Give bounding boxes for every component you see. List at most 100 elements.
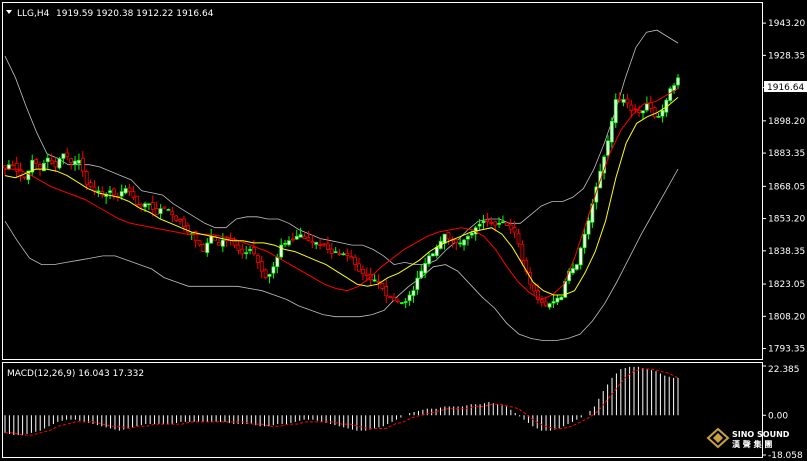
candle — [228, 232, 233, 246]
candle — [438, 236, 443, 250]
candle — [329, 243, 334, 259]
candle — [485, 212, 490, 227]
candle — [80, 150, 85, 177]
candle — [582, 228, 587, 254]
candle — [396, 297, 400, 304]
candle — [135, 195, 140, 207]
candle — [392, 293, 396, 302]
price-tick-label: 1883.35 — [768, 149, 805, 159]
candle — [310, 234, 315, 249]
candle — [174, 214, 179, 222]
candle — [613, 93, 618, 128]
ma-slow-line — [5, 88, 679, 300]
candle — [337, 248, 342, 256]
candle — [322, 243, 326, 248]
candle — [158, 204, 163, 220]
candle — [539, 295, 544, 307]
candle — [403, 297, 408, 309]
candle — [399, 302, 404, 305]
candle — [139, 202, 144, 212]
candle — [166, 208, 171, 211]
candle — [407, 291, 412, 306]
price-tick-label: 1853.20 — [768, 215, 805, 225]
candle — [248, 246, 252, 255]
candle — [267, 273, 272, 284]
price-panel-frame — [2, 2, 763, 360]
candle — [501, 215, 505, 224]
candle — [205, 238, 210, 257]
candle — [641, 110, 645, 120]
candle — [543, 297, 548, 308]
candle — [415, 270, 420, 295]
candle — [314, 241, 319, 250]
candle — [306, 230, 311, 242]
candle — [197, 239, 202, 247]
candle — [302, 233, 307, 239]
price-tick-label: 1838.35 — [768, 247, 805, 257]
candle — [629, 99, 634, 118]
candle — [65, 147, 70, 161]
candle — [360, 265, 365, 281]
macd-label: MACD(12,26,9) 16.043 17.332 — [7, 369, 144, 379]
candle — [57, 157, 62, 170]
candle — [578, 246, 583, 270]
triangle-down-icon[interactable] — [6, 10, 12, 14]
candle — [555, 295, 560, 306]
candle — [431, 252, 435, 257]
current-price-label: 1916.64 — [767, 83, 804, 93]
candle — [170, 206, 175, 222]
candle — [446, 232, 451, 245]
candle — [462, 238, 466, 251]
bollinger-lower-line — [4, 168, 679, 342]
candle — [497, 217, 501, 228]
candle — [672, 82, 677, 94]
candle — [547, 302, 552, 310]
candle — [14, 156, 19, 178]
candle — [73, 155, 77, 171]
candle — [419, 265, 424, 279]
candle — [458, 238, 463, 248]
ma-fast-line — [4, 97, 679, 296]
candle — [112, 187, 116, 200]
candle — [660, 104, 665, 123]
candle — [92, 180, 97, 196]
candle — [45, 153, 50, 169]
candle — [18, 162, 23, 182]
candle — [423, 257, 428, 278]
current-price-box — [764, 81, 807, 92]
candle — [676, 74, 680, 90]
candle — [442, 233, 447, 250]
candle — [473, 225, 478, 241]
candle — [325, 236, 330, 254]
candle — [69, 157, 74, 170]
candle — [652, 106, 657, 119]
macd-tick-label: 0.00 — [768, 411, 788, 421]
candle — [411, 286, 416, 303]
candle — [644, 96, 649, 113]
candle — [77, 153, 81, 170]
candle — [586, 214, 591, 240]
candle — [466, 234, 470, 246]
candle — [259, 255, 264, 279]
macd-panel-frame — [2, 362, 763, 458]
candle — [10, 160, 15, 167]
candles[interactable] — [3, 74, 680, 310]
diamond-logo-icon — [706, 427, 730, 449]
candle — [53, 157, 58, 173]
sino-sound-logo: SINO SOUND 漢 聲 集 團 — [706, 427, 790, 449]
macd-tick-label: 22.385 — [768, 365, 800, 375]
candle — [574, 263, 579, 271]
candle — [376, 274, 381, 289]
candle — [287, 236, 291, 247]
candle — [520, 240, 525, 266]
candle — [283, 240, 287, 248]
candle — [656, 113, 661, 118]
candle — [345, 248, 350, 262]
candle — [536, 283, 540, 304]
candle — [333, 247, 338, 254]
logo-text-en: SINO SOUND — [732, 430, 790, 439]
candle — [84, 169, 89, 190]
logo-text-cn: 漢 聲 集 團 — [732, 439, 772, 449]
bollinger-upper-line — [4, 29, 679, 266]
